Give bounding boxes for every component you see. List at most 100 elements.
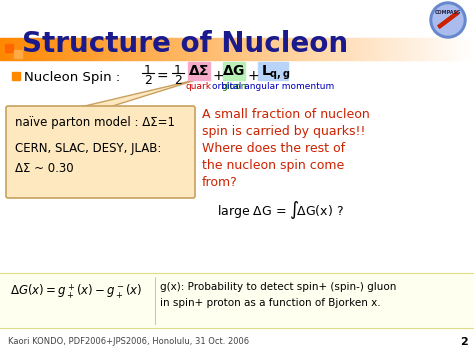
Bar bbox=[442, 38, 443, 60]
Bar bbox=[335, 38, 336, 60]
Bar bbox=[215, 38, 216, 60]
Text: 2: 2 bbox=[460, 337, 468, 347]
Bar bbox=[361, 38, 362, 60]
Bar bbox=[171, 38, 172, 60]
Bar bbox=[1, 38, 2, 60]
Text: Nucleon Spin :: Nucleon Spin : bbox=[24, 71, 125, 84]
Bar bbox=[137, 38, 138, 60]
Bar bbox=[213, 38, 214, 60]
Bar bbox=[219, 38, 220, 60]
Bar bbox=[133, 38, 134, 60]
Bar bbox=[362, 38, 363, 60]
Bar bbox=[322, 38, 323, 60]
Bar bbox=[217, 38, 218, 60]
Bar bbox=[226, 38, 227, 60]
Bar bbox=[24, 38, 25, 60]
Text: naïve parton model : ΔΣ=1: naïve parton model : ΔΣ=1 bbox=[15, 116, 175, 129]
Bar bbox=[258, 62, 288, 80]
Bar bbox=[195, 38, 196, 60]
Bar bbox=[161, 38, 162, 60]
Bar bbox=[239, 38, 240, 60]
Bar bbox=[290, 38, 291, 60]
Bar bbox=[397, 38, 398, 60]
Bar bbox=[435, 38, 436, 60]
Bar bbox=[314, 38, 315, 60]
Bar bbox=[306, 38, 307, 60]
Bar bbox=[105, 38, 106, 60]
Bar bbox=[338, 38, 339, 60]
Bar bbox=[111, 38, 112, 60]
Bar bbox=[64, 38, 65, 60]
Bar bbox=[241, 38, 242, 60]
Bar bbox=[363, 38, 364, 60]
Text: $\mathbf{L_{q,g}}$: $\mathbf{L_{q,g}}$ bbox=[261, 64, 291, 82]
Bar bbox=[280, 38, 281, 60]
Text: 2: 2 bbox=[174, 74, 182, 87]
Bar bbox=[89, 38, 90, 60]
Polygon shape bbox=[76, 79, 199, 108]
Bar bbox=[221, 38, 222, 60]
Bar bbox=[40, 38, 41, 60]
Bar bbox=[275, 38, 276, 60]
Bar bbox=[42, 38, 43, 60]
Bar bbox=[402, 38, 403, 60]
Bar bbox=[447, 38, 448, 60]
Text: g(x): Probability to detect spin+ (spin-) gluon: g(x): Probability to detect spin+ (spin-… bbox=[160, 282, 396, 292]
Bar bbox=[468, 38, 469, 60]
Bar bbox=[208, 38, 209, 60]
Bar bbox=[464, 38, 465, 60]
Bar bbox=[25, 38, 26, 60]
Bar bbox=[248, 38, 249, 60]
Bar bbox=[82, 38, 83, 60]
Bar bbox=[223, 62, 245, 80]
Bar bbox=[437, 38, 438, 60]
Text: gluon: gluon bbox=[221, 82, 246, 91]
Bar bbox=[225, 38, 226, 60]
Bar bbox=[99, 38, 100, 60]
Bar bbox=[124, 38, 125, 60]
Bar bbox=[109, 38, 110, 60]
FancyBboxPatch shape bbox=[6, 106, 195, 198]
Bar bbox=[360, 38, 361, 60]
Bar bbox=[61, 38, 62, 60]
Bar bbox=[449, 38, 450, 60]
Bar bbox=[400, 38, 401, 60]
Bar bbox=[51, 38, 52, 60]
Bar bbox=[11, 38, 12, 60]
Bar bbox=[346, 38, 347, 60]
Bar bbox=[450, 38, 451, 60]
Bar bbox=[345, 38, 346, 60]
Bar bbox=[100, 38, 101, 60]
Bar bbox=[46, 38, 47, 60]
Bar bbox=[408, 38, 409, 60]
Bar bbox=[150, 38, 151, 60]
Bar bbox=[113, 38, 114, 60]
Bar bbox=[83, 38, 84, 60]
Bar bbox=[16, 38, 17, 60]
Bar bbox=[211, 38, 212, 60]
Bar bbox=[120, 38, 121, 60]
Bar bbox=[144, 38, 145, 60]
Bar bbox=[427, 38, 428, 60]
Bar bbox=[333, 38, 334, 60]
Bar bbox=[299, 38, 300, 60]
Bar bbox=[419, 38, 420, 60]
Bar bbox=[2, 38, 3, 60]
Bar bbox=[270, 38, 271, 60]
Bar bbox=[209, 38, 210, 60]
Bar bbox=[81, 38, 82, 60]
Bar bbox=[357, 38, 358, 60]
Bar bbox=[74, 38, 75, 60]
Bar bbox=[253, 38, 254, 60]
Bar bbox=[31, 38, 32, 60]
Text: $\mathbf{\Delta G}$: $\mathbf{\Delta G}$ bbox=[222, 64, 246, 78]
Bar bbox=[294, 38, 295, 60]
Bar bbox=[19, 38, 20, 60]
Bar bbox=[155, 38, 156, 60]
Bar bbox=[470, 38, 471, 60]
Bar bbox=[376, 38, 377, 60]
Bar bbox=[283, 38, 284, 60]
Bar bbox=[190, 38, 191, 60]
Bar bbox=[48, 38, 49, 60]
Bar bbox=[407, 38, 408, 60]
